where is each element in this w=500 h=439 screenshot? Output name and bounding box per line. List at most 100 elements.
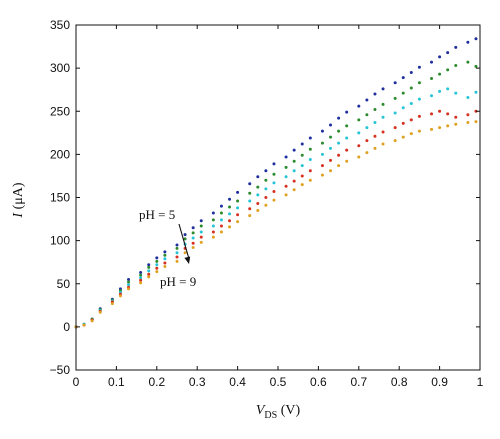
data-point-series-4 [337, 153, 341, 157]
data-point-series-1 [211, 211, 215, 215]
data-point-series-3 [345, 136, 349, 140]
plot-axes: 0 0.1 0.2 0.3 0.4 0.5 0.6 0.7 0.8 0.9 1 −500501001… [50, 18, 484, 389]
data-point-series-5 [236, 220, 240, 224]
data-point-series-3 [163, 257, 167, 261]
data-point-series-2 [409, 86, 413, 90]
data-point-series-3 [139, 276, 143, 280]
data-point-series-3 [430, 94, 434, 98]
data-point-series-1 [127, 277, 131, 281]
data-point-series-2 [199, 224, 203, 228]
data-point-series-5 [365, 151, 369, 155]
data-point-series-5 [155, 270, 159, 274]
data-point-series-4 [438, 109, 442, 113]
y-tick-label: 150 [50, 191, 70, 205]
data-point-series-3 [417, 97, 421, 101]
data-point-series-4 [236, 213, 240, 217]
data-point-series-5 [110, 302, 114, 306]
data-point-series-4 [381, 130, 385, 134]
data-point-series-4 [256, 202, 260, 206]
annotation-ph-end: pH = 9 [160, 274, 196, 289]
y-tick-label: 250 [50, 104, 70, 118]
y-tick-label: −50 [50, 363, 71, 377]
data-point-series-3 [381, 115, 385, 119]
data-point-series-4 [393, 126, 397, 130]
data-point-series-1 [320, 129, 324, 133]
data-point-series-2 [219, 211, 223, 215]
data-point-series-4 [191, 241, 195, 245]
data-point-series-3 [393, 111, 397, 115]
annotation-arrow [178, 223, 190, 260]
data-point-series-3 [300, 164, 304, 168]
data-point-series-5 [438, 126, 442, 130]
data-point-series-4 [409, 118, 413, 122]
data-point-series-2 [438, 72, 442, 76]
data-point-series-3 [248, 199, 252, 203]
data-point-series-2 [191, 231, 195, 235]
data-point-series-1 [183, 233, 187, 237]
data-point-series-2 [365, 113, 369, 117]
data-point-series-1 [155, 256, 159, 260]
plot-frame [75, 24, 481, 371]
data-point-series-2 [446, 68, 450, 72]
data-point-series-1 [337, 116, 341, 120]
data-point-series-2 [175, 246, 179, 250]
data-point-series-5 [284, 193, 288, 197]
data-point-series-1 [175, 243, 179, 247]
data-point-series-5 [446, 124, 450, 128]
data-point-series-5 [139, 281, 143, 285]
data-point-series-5 [430, 127, 434, 131]
data-point-series-2 [381, 102, 385, 106]
data-point-series-4 [446, 112, 450, 116]
x-tick-label: 0.2 [148, 375, 165, 389]
data-point-series-4 [199, 235, 203, 239]
data-point-series-4 [292, 179, 296, 183]
data-point-series-3 [446, 87, 450, 91]
data-point-series-1 [264, 169, 268, 173]
data-point-series-1 [219, 204, 223, 208]
data-point-series-1 [373, 92, 377, 96]
data-point-series-5 [474, 120, 478, 124]
annotation-ph-start: pH = 5 [139, 207, 175, 222]
data-point-series-2 [127, 280, 131, 284]
data-point-series-3 [466, 95, 470, 99]
data-point-series-4 [175, 255, 179, 259]
data-point-series-5 [401, 135, 405, 139]
data-point-series-2 [183, 237, 187, 241]
data-point-series-4 [248, 207, 252, 211]
data-point-series-4 [454, 115, 458, 119]
data-point-series-3 [320, 152, 324, 156]
data-point-series-1 [248, 182, 252, 186]
data-point-series-3 [401, 106, 405, 110]
data-point-series-2 [163, 253, 167, 257]
data-point-series-5 [308, 178, 312, 182]
y-tick-label: 350 [50, 18, 70, 32]
data-point-series-1 [228, 197, 232, 201]
data-point-series-5 [454, 122, 458, 126]
data-point-series-1 [409, 70, 413, 74]
data-point-series-2 [308, 147, 312, 151]
data-point-series-2 [139, 273, 143, 277]
data-point-series-3 [127, 283, 131, 287]
data-point-series-4 [163, 261, 167, 265]
data-point-series-3 [329, 146, 333, 150]
data-point-series-3 [264, 187, 268, 191]
data-point-series-1 [300, 142, 304, 146]
data-point-series-1 [466, 40, 470, 44]
data-point-series-5 [183, 251, 187, 255]
data-point-series-5 [373, 146, 377, 150]
data-point-series-4 [417, 114, 421, 118]
data-point-series-1 [474, 37, 478, 41]
data-point-series-1 [345, 110, 349, 114]
data-point-series-2 [147, 265, 151, 269]
data-point-series-2 [373, 108, 377, 112]
data-point-series-2 [320, 141, 324, 145]
data-point-series-4 [401, 121, 405, 125]
data-point-series-2 [357, 118, 361, 122]
data-point-series-5 [82, 323, 86, 327]
data-point-series-2 [417, 81, 421, 85]
y-tick-label: 200 [50, 147, 70, 161]
data-point-series-3 [308, 158, 312, 162]
data-point-series-4 [357, 144, 361, 148]
data-point-series-2 [264, 178, 268, 182]
data-point-series-1 [308, 136, 312, 140]
